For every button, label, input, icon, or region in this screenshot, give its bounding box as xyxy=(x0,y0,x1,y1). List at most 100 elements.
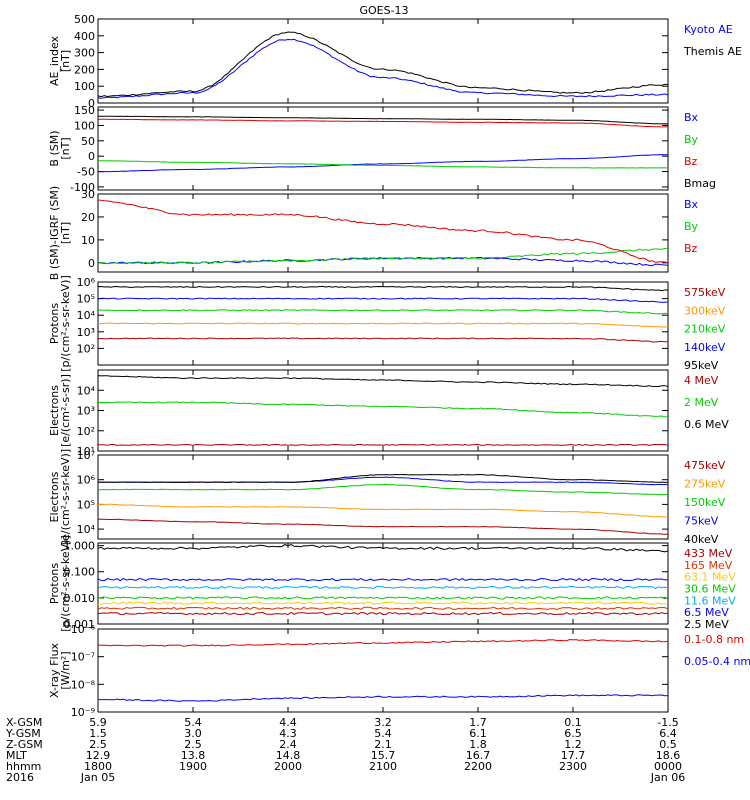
ylabel-ae: [nT] xyxy=(59,50,72,72)
series-protons_mev-6-5-MeV xyxy=(97,577,669,582)
series-b_igrf-Bx xyxy=(97,256,669,267)
ephemeris-value: 2100 xyxy=(369,760,397,773)
ylabel-electrons_mev: [e/(cm²-s-sr)] xyxy=(59,374,72,447)
ylabel-b_igrf: B (SM)-IGRF (SM) xyxy=(48,186,61,280)
ytick-label-protons_low: 10⁵ xyxy=(77,293,95,306)
series-b_sm-Bx xyxy=(97,154,669,173)
series-protons_mev-11-6-MeV xyxy=(97,585,669,590)
ephemeris-value: 1900 xyxy=(179,760,207,773)
ylabel-protons_mev: Protons xyxy=(48,563,61,604)
ylabel-b_igrf: [nT] xyxy=(59,222,72,244)
series-electrons_kev-75keV xyxy=(97,476,669,486)
series-ae-Kyoto-AE xyxy=(97,38,669,99)
ytick-label-xray: 10⁻⁶ xyxy=(71,623,96,636)
ephemeris-value: 1800 xyxy=(84,760,112,773)
series-ae-Themis-AE xyxy=(97,31,668,98)
series-protons_low-575keV xyxy=(97,337,669,343)
series-protons_mev-63-1-MeV xyxy=(97,601,669,605)
series-protons_low-300keV xyxy=(97,322,669,328)
series-electrons_kev-40keV xyxy=(97,473,669,483)
series-b_sm-Bmag xyxy=(98,115,669,125)
ephemeris-value: 18.6 xyxy=(656,749,681,762)
series-protons_mev-165-MeV xyxy=(97,606,669,610)
ytick-label-b_sm: 100 xyxy=(74,119,95,132)
ytick-label-b_sm: -50 xyxy=(77,166,95,179)
ephemeris-label: X-GSM xyxy=(6,716,42,729)
series-protons_low-210keV xyxy=(97,309,669,315)
series-b_igrf-Bz xyxy=(97,199,669,264)
series-electrons_kev-275keV xyxy=(97,503,668,518)
ytick-label-ae: 200 xyxy=(74,63,95,76)
ytick-label-electrons_mev: 10¹ xyxy=(77,445,95,458)
ytick-label-ae: 400 xyxy=(74,30,95,43)
legend-b_sm-3: Bmag xyxy=(684,177,716,190)
ephemeris-value: 2.1 xyxy=(374,738,392,751)
ephemeris-value: 6.1 xyxy=(469,727,487,740)
ylabel-protons_mev: [p/(cm²-s-sr-keV)] xyxy=(59,535,72,632)
legend-electrons_mev-0: 4 MeV xyxy=(684,374,719,387)
ytick-label-protons_low: 10³ xyxy=(77,326,95,339)
ylabel-electrons_mev: Electrons xyxy=(48,385,61,436)
ylabel-xray: [W/m²] xyxy=(59,651,72,689)
ytick-label-electrons_kev: 10⁷ xyxy=(77,449,95,462)
ytick-label-protons_mev: 1.000 xyxy=(64,540,96,553)
ephemeris-value: 1.7 xyxy=(469,716,487,729)
series-xray-0-05-0-4-nm xyxy=(97,694,669,702)
ytick-label-protons_low: 10⁴ xyxy=(77,309,96,322)
ephemeris-value: 13.8 xyxy=(181,749,206,762)
series-protons_mev-30-6-MeV xyxy=(97,596,669,600)
ephemeris-value: 17.7 xyxy=(561,749,586,762)
legend-b_igrf-1: By xyxy=(684,220,699,233)
series-electrons_mev-0-6-MeV xyxy=(97,375,669,387)
ephemeris-value: 1.5 xyxy=(89,727,107,740)
legend-b_sm-2: Bz xyxy=(684,155,698,168)
series-xray-0-1-0-8-nm xyxy=(97,638,669,647)
ytick-label-b_igrf: 10 xyxy=(81,234,95,247)
ytick-label-b_igrf: 20 xyxy=(81,211,95,224)
ephemeris-value: 1.8 xyxy=(469,738,487,751)
ytick-label-protons_mev: 0.001 xyxy=(64,618,96,631)
ephemeris-value: 14.8 xyxy=(276,749,301,762)
ephemeris-value: Jan 05 xyxy=(80,771,115,784)
ylabel-ae: AE_index xyxy=(48,35,61,86)
ytick-label-ae: 500 xyxy=(74,13,95,26)
ylabel-b_sm: B (SM) xyxy=(48,130,61,166)
legend-protons_mev-1: 165 MeV xyxy=(684,559,733,572)
ephemeris-value: 6.4 xyxy=(659,727,677,740)
legend-electrons_kev-0: 475keV xyxy=(684,459,726,472)
legend-electrons_mev-1: 2 MeV xyxy=(684,396,719,409)
legend-protons_low-4: 95keV xyxy=(684,359,719,372)
legend-ae-1: Themis AE xyxy=(683,45,742,58)
ephemeris-label: MLT xyxy=(6,749,27,762)
ephemeris-value: 0.1 xyxy=(564,716,582,729)
legend-electrons_kev-1: 275keV xyxy=(684,478,726,491)
ephemeris-value: 3.2 xyxy=(374,716,392,729)
legend-protons_low-1: 300keV xyxy=(684,304,726,317)
ephemeris-value: 0000 xyxy=(654,760,682,773)
legend-xray-1: 0.05-0.4 nm xyxy=(684,655,750,668)
ephemeris-value: 4.3 xyxy=(279,727,297,740)
ytick-label-electrons_kev: 10⁵ xyxy=(77,498,95,511)
ephemeris-label: 2016 xyxy=(6,771,34,784)
legend-electrons_kev-3: 75keV xyxy=(684,515,719,528)
legend-protons_low-0: 575keV xyxy=(684,286,726,299)
series-protons_low-95keV xyxy=(97,285,669,292)
panel-frame-xray xyxy=(97,628,669,713)
plot-title: GOES-13 xyxy=(359,4,408,17)
series-electrons_mev-4-MeV xyxy=(98,443,669,446)
ytick-label-xray: 10⁻⁹ xyxy=(71,706,95,719)
legend-ae-0: Kyoto AE xyxy=(684,23,733,36)
panel-frame-electrons_mev xyxy=(97,369,669,452)
legend-b_igrf-2: Bz xyxy=(684,242,698,255)
series-b_sm-By xyxy=(97,160,668,169)
ytick-label-electrons_mev: 10³ xyxy=(77,405,95,418)
ephemeris-value: 2200 xyxy=(464,760,492,773)
ytick-label-electrons_kev: 10⁶ xyxy=(77,474,96,487)
ytick-label-protons_low: 10² xyxy=(77,342,95,355)
ytick-label-b_sm: 0 xyxy=(88,150,95,163)
ytick-label-xray: 10⁻⁸ xyxy=(71,678,96,691)
ytick-label-protons_mev: 0.100 xyxy=(64,566,96,579)
ytick-label-b_sm: 50 xyxy=(81,135,95,148)
ephemeris-value: 2000 xyxy=(274,760,302,773)
ytick-label-ae: 0 xyxy=(88,97,95,110)
